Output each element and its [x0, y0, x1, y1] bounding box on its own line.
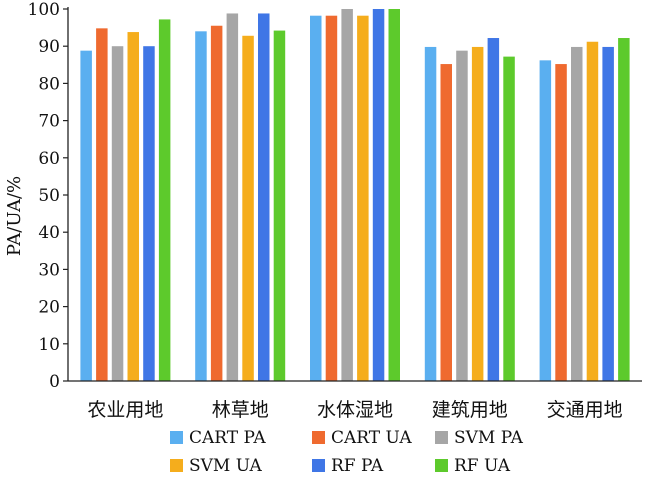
legend-swatch [170, 459, 183, 472]
legend-swatch [435, 459, 448, 472]
bar-cart-ua-4 [555, 64, 567, 381]
bar-cart-ua-3 [440, 64, 452, 381]
bar-rf-ua-3 [503, 56, 515, 382]
legend-label: CART PA [189, 428, 266, 448]
legend: CART PA CART UA SVM PA SVM UA RF PA RF UA [170, 428, 524, 476]
bar-cart-pa-4 [539, 60, 552, 382]
y-axis-title: PA/UA/% [4, 176, 25, 256]
bar-cart-ua-0 [96, 28, 108, 382]
legend-label: RF PA [331, 456, 384, 476]
bar-cart-pa-1 [195, 31, 207, 381]
bar-rf-ua-2 [388, 9, 400, 381]
x-category-label: 建筑用地 [432, 399, 508, 421]
bar-cart-ua-2 [325, 15, 338, 381]
x-category-label: 林草地 [212, 399, 269, 421]
bar-svm-ua-1 [242, 35, 254, 381]
bar-rf-pa-0 [143, 46, 155, 381]
y-tick-label: 100 [28, 0, 60, 20]
x-category-label: 农业用地 [87, 399, 163, 421]
x-categories-group: 农业用地 林草地 水体湿地 建筑用地 交通用地 [87, 399, 622, 421]
y-tick-label: 0 [49, 372, 60, 392]
legend-item-svm-pa: SVM PA [435, 428, 524, 448]
bar-svm-ua-2 [357, 15, 369, 381]
legend-label: SVM PA [454, 428, 524, 448]
y-tick-label: 90 [38, 37, 60, 57]
legend-swatch [312, 431, 325, 444]
legend-item-cart-pa: CART PA [170, 428, 266, 448]
bar-cart-pa-0 [80, 50, 92, 381]
bar-svm-ua-3 [471, 46, 484, 381]
x-category-label: 水体湿地 [317, 399, 393, 421]
legend-item-rf-ua: RF UA [435, 456, 511, 476]
y-tick-label: 40 [38, 223, 60, 243]
bar-rf-ua-1 [273, 30, 286, 382]
bars-group [80, 9, 630, 382]
y-tick-label: 10 [38, 335, 60, 355]
bar-svm-pa-1 [226, 13, 239, 382]
bar-rf-pa-1 [258, 13, 270, 382]
bar-rf-pa-4 [602, 46, 614, 381]
y-tick-label: 60 [38, 149, 60, 169]
legend-swatch [435, 431, 448, 444]
legend-item-cart-ua: CART UA [312, 428, 412, 448]
legend-swatch [312, 459, 325, 472]
y-tick-label: 30 [38, 260, 60, 280]
bar-svm-pa-2 [341, 9, 353, 381]
legend-item-rf-pa: RF PA [312, 456, 384, 476]
legend-label: RF UA [454, 456, 511, 476]
bar-rf-ua-4 [618, 38, 630, 382]
axes-group [67, 7, 642, 382]
y-ticks-group: 0 10 20 30 40 50 60 70 80 90 100 [28, 0, 68, 392]
y-tick-label: 70 [38, 112, 60, 132]
legend-label: SVM UA [189, 456, 263, 476]
bar-cart-pa-2 [310, 15, 322, 381]
bar-rf-pa-2 [372, 9, 385, 381]
bar-rf-ua-0 [158, 19, 171, 381]
bar-svm-ua-0 [127, 32, 139, 382]
x-category-label: 交通用地 [547, 399, 623, 421]
legend-swatch [170, 431, 183, 444]
y-tick-label: 50 [38, 186, 60, 206]
bar-svm-pa-3 [456, 50, 468, 381]
bar-svm-pa-4 [571, 46, 583, 381]
bar-svm-ua-4 [586, 41, 599, 382]
bar-rf-pa-3 [487, 38, 500, 382]
legend-label: CART UA [331, 428, 412, 448]
bar-svm-pa-0 [111, 46, 124, 381]
legend-item-svm-ua: SVM UA [170, 456, 263, 476]
bar-cart-ua-1 [210, 25, 223, 382]
y-tick-label: 80 [38, 74, 60, 94]
bar-cart-pa-3 [424, 46, 437, 381]
y-tick-label: 20 [38, 298, 60, 318]
